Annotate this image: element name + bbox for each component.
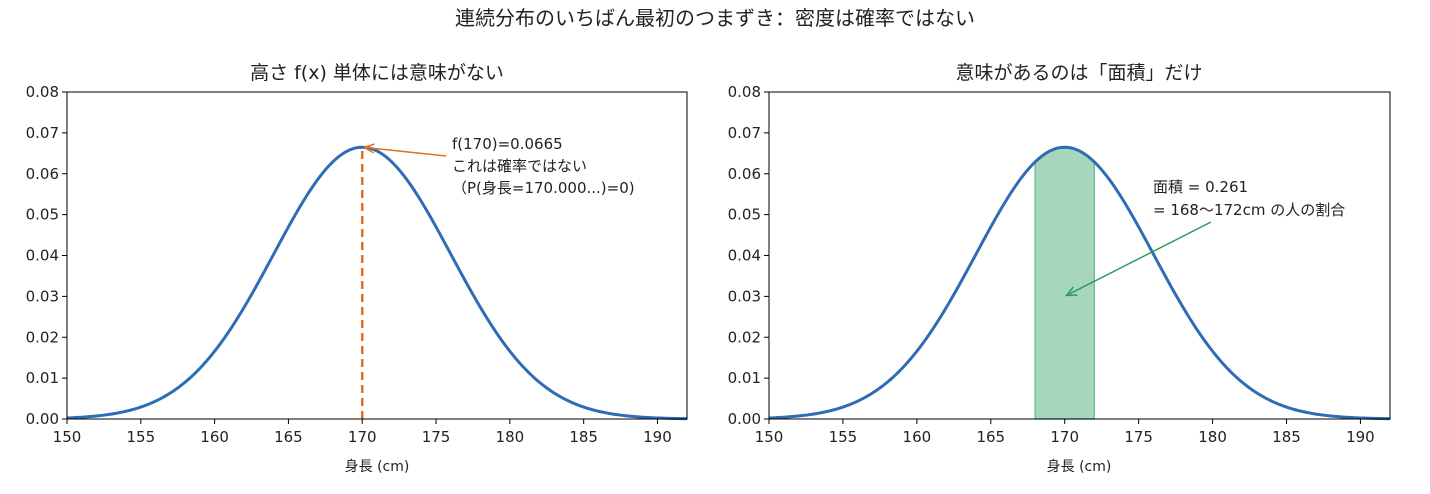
left-chart: 高さ f(x) 単体には意味がない 150 155 160 165 170 175 180 1… <box>26 62 688 475</box>
left-x-tick-label: 170 <box>348 428 377 446</box>
left-y-tick-label: 0.01 <box>26 369 59 387</box>
right-shaded-area <box>1034 146 1095 420</box>
left-y-tick-label: 0.05 <box>26 206 59 224</box>
right-x-tick-label: 175 <box>1124 428 1153 446</box>
right-x-tick-label: 190 <box>1346 428 1375 446</box>
left-x-tick-label: 180 <box>496 428 525 446</box>
left-annotation: f(170)=0.0665 これは確率ではない （P(身長=170.000...… <box>452 135 635 197</box>
right-plot-area: 150 155 160 165 170 175 180 185 190 0.00 0.01 0.02 0… <box>728 83 1391 446</box>
left-annotation-line-1: f(170)=0.0665 <box>452 135 563 153</box>
left-axes-frame <box>66 91 688 420</box>
left-y-tick-label: 0.00 <box>26 410 59 428</box>
right-x-tick-label: 155 <box>829 428 858 446</box>
right-x-tick-label: 185 <box>1272 428 1301 446</box>
left-x-tick-label: 155 <box>126 428 155 446</box>
left-annotation-arrow <box>364 146 447 157</box>
right-x-tick-label: 165 <box>976 428 1005 446</box>
right-x-tick-label: 170 <box>1050 428 1079 446</box>
right-y-tick-label: 0.05 <box>728 206 761 224</box>
right-y-tick-label: 0.02 <box>728 328 761 346</box>
right-y-tick-label: 0.07 <box>728 124 761 142</box>
left-y-tick-label: 0.07 <box>26 124 59 142</box>
right-annotation-arrowhead <box>1064 286 1078 297</box>
left-y-tick-label: 0.04 <box>26 247 59 265</box>
left-x-tick-label: 150 <box>53 428 82 446</box>
left-x-tick-label: 165 <box>274 428 303 446</box>
left-annotation-arrowhead <box>362 143 375 154</box>
left-x-tick-label: 185 <box>569 428 598 446</box>
right-annotation-arrow <box>1066 221 1212 297</box>
right-y-tick-label: 0.08 <box>728 83 761 101</box>
right-y-tick-label: 0.01 <box>728 369 761 387</box>
left-x-axis-label: 身長 (cm) <box>345 459 410 475</box>
left-annotation-line-2: これは確率ではない <box>452 157 587 175</box>
right-x-tick-label: 150 <box>755 428 784 446</box>
right-annotation-line-1: 面積 = 0.261 <box>1153 178 1248 196</box>
left-density-curve <box>66 145 688 421</box>
left-chart-title: 高さ f(x) 単体には意味がない <box>250 62 504 84</box>
right-y-tick-label: 0.06 <box>728 165 761 183</box>
left-plot-area: 150 155 160 165 170 175 180 185 190 0.00 0.01 0.02 0… <box>26 83 688 446</box>
left-y-tick-label: 0.03 <box>26 287 59 305</box>
right-y-tick-label: 0.04 <box>728 247 761 265</box>
left-y-tick-label: 0.02 <box>26 328 59 346</box>
left-x-tick-label: 190 <box>643 428 672 446</box>
right-chart: 意味があるのは「面積」だけ 150 155 160 165 170 175 180 185 19… <box>728 62 1391 475</box>
right-annotation-line-2: = 168〜172cm の人の割合 <box>1153 201 1345 219</box>
right-chart-title: 意味があるのは「面積」だけ <box>955 62 1202 84</box>
right-x-tick-label: 180 <box>1198 428 1227 446</box>
left-annotation-line-3: （P(身長=170.000...)=0) <box>452 179 635 197</box>
right-y-tick-label: 0.03 <box>728 287 761 305</box>
left-y-tick-label: 0.08 <box>26 83 59 101</box>
figure-title: 連続分布のいちばん最初のつまずき：密度は確率ではない <box>455 6 975 30</box>
left-y-tick-label: 0.06 <box>26 165 59 183</box>
left-x-tick-label: 175 <box>422 428 451 446</box>
left-x-tick-label: 160 <box>200 428 229 446</box>
right-density-curve <box>768 145 1391 421</box>
right-x-tick-label: 160 <box>903 428 932 446</box>
right-annotation: 面積 = 0.261 = 168〜172cm の人の割合 <box>1153 178 1345 219</box>
right-y-tick-label: 0.00 <box>728 410 761 428</box>
right-x-axis-label: 身長 (cm) <box>1047 459 1112 475</box>
